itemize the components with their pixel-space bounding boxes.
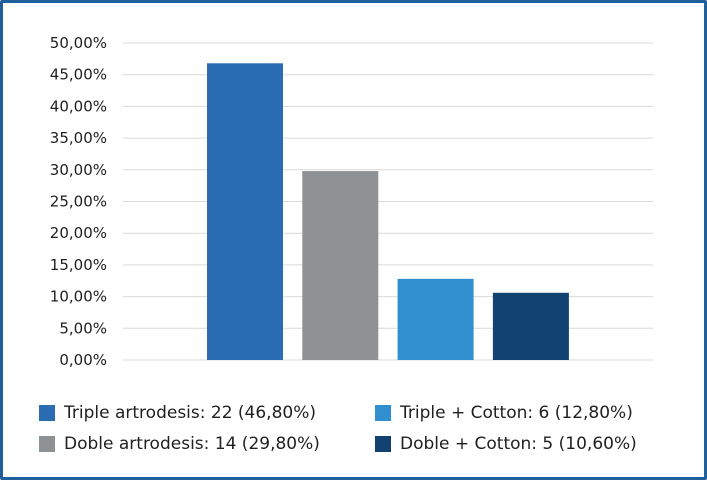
bar-1	[302, 171, 379, 360]
bar-chart: 0,00% 5,00% 10,00% 15,00% 20,00% 25,00% 30,00%…	[50, 34, 653, 369]
legend-item-doble-cotton: Doble + Cotton: 5 (10,60%)	[375, 431, 637, 457]
y-tick-label: 45,00%	[50, 66, 107, 84]
y-tick-label: 30,00%	[50, 161, 107, 179]
legend-label: Triple artrodesis: 22 (46,80%)	[64, 403, 317, 423]
bar-0	[207, 63, 283, 361]
legend-swatch-doble-artrodesis	[39, 436, 55, 452]
legend-swatch-doble-cotton	[375, 436, 391, 452]
chart-legend: Triple artrodesis: 22 (46,80%) Triple + …	[39, 398, 679, 468]
y-tick-label: 35,00%	[50, 129, 107, 147]
legend-swatch-triple-artrodesis	[39, 405, 55, 421]
legend-item-triple-cotton: Triple + Cotton: 6 (12,80%)	[375, 400, 633, 426]
y-tick-label: 5,00%	[59, 319, 107, 337]
legend-label: Doble artrodesis: 14 (29,80%)	[64, 434, 320, 454]
y-tick-label: 0,00%	[59, 351, 107, 369]
y-tick-label: 25,00%	[50, 193, 107, 211]
legend-label: Doble + Cotton: 5 (10,60%)	[400, 434, 637, 454]
y-tick-label: 15,00%	[50, 256, 107, 274]
y-tick-label: 10,00%	[50, 288, 107, 306]
y-tick-label: 50,00%	[50, 34, 107, 52]
legend-swatch-triple-cotton	[375, 405, 391, 421]
bar-2	[397, 278, 474, 360]
bar-3	[492, 292, 569, 360]
y-tick-label: 40,00%	[50, 97, 107, 115]
y-tick-label: 20,00%	[50, 224, 107, 242]
legend-item-doble-artrodesis: Doble artrodesis: 14 (29,80%)	[39, 431, 320, 457]
legend-item-triple-artrodesis: Triple artrodesis: 22 (46,80%)	[39, 400, 316, 426]
legend-label: Triple + Cotton: 6 (12,80%)	[400, 403, 633, 423]
